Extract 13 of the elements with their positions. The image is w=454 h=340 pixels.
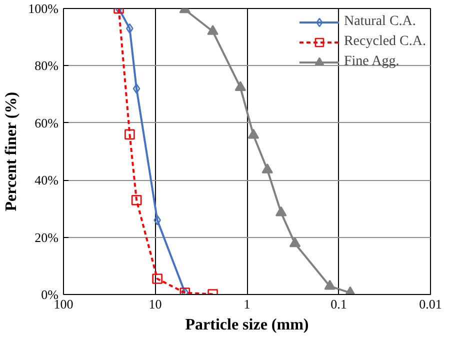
y-tick-label: 100%: [28, 1, 59, 16]
y-axis-title: Percent finer (%): [3, 92, 20, 212]
legend-label: Recycled C.A.: [344, 34, 426, 50]
y-tick-label: 40%: [34, 172, 59, 188]
y-tick-label: 20%: [34, 230, 59, 245]
x-tick-label: 0.1: [330, 296, 347, 312]
x-tick-label: 0.01: [419, 296, 442, 312]
y-tick-label: 60%: [34, 115, 59, 130]
y-tick-label: 80%: [34, 58, 59, 74]
legend-label: Natural C.A.: [344, 14, 416, 30]
x-tick-label: 10: [148, 296, 162, 312]
x-tick-label: 1: [244, 296, 250, 312]
x-axis-title: Particle size (mm): [185, 316, 309, 334]
